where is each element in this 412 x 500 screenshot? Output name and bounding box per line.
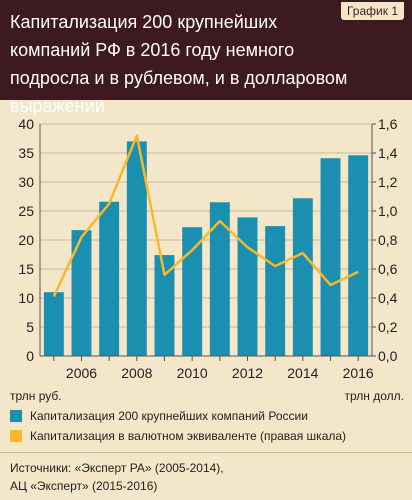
x-tick-label: 2016	[343, 365, 374, 381]
chart-legend: Капитализация 200 крупнейших компаний Ро…	[10, 406, 346, 446]
left-tick-label: 15	[18, 261, 34, 277]
chart-title: Капитализация 200 крупнейших компаний РФ…	[10, 12, 348, 116]
legend-item-line: Капитализация в валютном эквиваленте (пр…	[10, 426, 346, 446]
legend-label-bars: Капитализация 200 крупнейших компаний Ро…	[30, 409, 308, 423]
left-tick-label: 30	[18, 174, 34, 190]
left-axis-unit: трлн руб.	[10, 389, 62, 403]
left-tick-label: 25	[18, 203, 34, 219]
fx-line	[52, 134, 359, 298]
right-axis-unit: трлн долл.	[344, 389, 404, 403]
bar	[209, 202, 230, 356]
divider	[0, 452, 412, 453]
right-tick-label: 0,4	[378, 290, 398, 306]
left-tick-label: 20	[18, 232, 34, 248]
bar	[126, 141, 147, 356]
right-tick-label: 0,6	[378, 261, 398, 277]
bar	[237, 217, 258, 356]
bar	[99, 201, 120, 356]
bar	[348, 155, 369, 356]
figure-badge: График 1	[340, 2, 404, 20]
left-tick-label: 35	[18, 145, 34, 161]
right-tick-label: 0,0	[378, 348, 398, 364]
right-tick-label: 0,8	[378, 232, 398, 248]
x-tick-label: 2014	[287, 365, 318, 381]
right-tick-label: 1,0	[378, 203, 398, 219]
bar	[154, 255, 175, 356]
legend-item-bars: Капитализация 200 крупнейших компаний Ро…	[10, 406, 346, 426]
bar	[182, 227, 203, 356]
left-tick-label: 40	[18, 116, 34, 132]
bar	[265, 226, 286, 356]
source-line-1: Источники: «Эксперт РА» (2005-2014),	[10, 461, 224, 475]
x-tick-label: 2010	[177, 365, 208, 381]
x-tick-label: 2008	[121, 365, 152, 381]
legend-label-line: Капитализация в валютном эквиваленте (пр…	[30, 429, 347, 443]
chart-header: Капитализация 200 крупнейших компаний РФ…	[0, 0, 412, 116]
legend-swatch-bars	[10, 410, 22, 422]
left-tick-label: 0	[26, 348, 34, 364]
left-tick-label: 5	[26, 319, 34, 335]
right-tick-label: 1,2	[378, 174, 398, 190]
right-tick-label: 1,4	[378, 145, 398, 161]
bar	[320, 158, 341, 356]
bar	[43, 292, 64, 356]
source-note: Источники: «Эксперт РА» (2005-2014), АЦ …	[10, 459, 400, 495]
source-line-2: АЦ «Эксперт» (2015-2016)	[10, 479, 158, 493]
bar	[71, 230, 92, 356]
left-tick-label: 10	[18, 290, 34, 306]
x-tick-label: 2012	[232, 365, 263, 381]
legend-swatch-line	[10, 430, 22, 442]
right-tick-label: 0,2	[378, 319, 398, 335]
x-tick-label: 2006	[66, 365, 97, 381]
right-tick-label: 1,6	[378, 116, 398, 132]
chart-plot: 0 5 10 15 20 25 30 35 40 0,0 0,2 0,4 0,6 0,8 1,0 1,2 1,4…	[18, 116, 398, 381]
bar	[292, 198, 313, 356]
